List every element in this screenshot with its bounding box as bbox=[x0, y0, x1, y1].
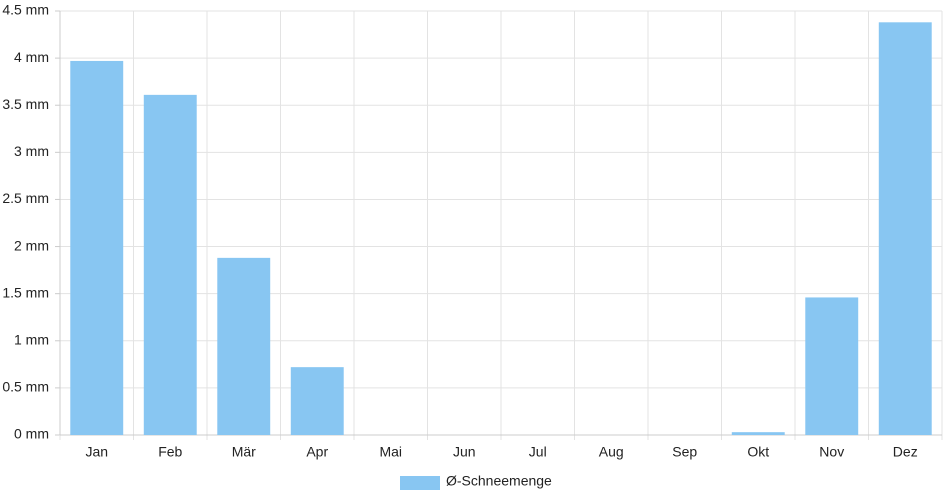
bar bbox=[143, 94, 197, 435]
x-tick-label: Sep bbox=[672, 444, 697, 460]
x-tick-label: Nov bbox=[819, 444, 844, 460]
bar bbox=[290, 367, 344, 435]
x-tick-label: Jun bbox=[453, 444, 476, 460]
x-tick-label: Jan bbox=[85, 444, 108, 460]
bar bbox=[217, 257, 271, 435]
x-tick-label: Okt bbox=[747, 444, 769, 460]
x-tick-label: Mär bbox=[232, 444, 256, 460]
x-tick-label: Aug bbox=[599, 444, 624, 460]
x-tick-label: Apr bbox=[306, 444, 328, 460]
x-tick-label: Dez bbox=[893, 444, 918, 460]
y-tick-label: 1.5 mm bbox=[2, 284, 49, 300]
x-tick-label: Jul bbox=[529, 444, 547, 460]
y-tick-label: 3.5 mm bbox=[2, 96, 49, 112]
y-tick-label: 0.5 mm bbox=[2, 379, 49, 395]
y-tick-label: 4.5 mm bbox=[2, 2, 49, 18]
bar bbox=[805, 297, 859, 435]
bar bbox=[70, 60, 124, 436]
y-tick-label: 0 mm bbox=[14, 426, 49, 442]
x-tick-label: Feb bbox=[158, 444, 182, 460]
bar bbox=[878, 22, 932, 435]
legend-label: Ø-Schneemenge bbox=[446, 473, 552, 489]
y-tick-label: 1 mm bbox=[14, 331, 49, 347]
y-tick-label: 2.5 mm bbox=[2, 190, 49, 206]
x-tick-label: Mai bbox=[379, 444, 402, 460]
y-tick-label: 4 mm bbox=[14, 49, 49, 65]
bar bbox=[731, 432, 785, 435]
legend-swatch bbox=[400, 476, 440, 490]
y-tick-label: 2 mm bbox=[14, 237, 49, 253]
y-tick-label: 3 mm bbox=[14, 143, 49, 159]
